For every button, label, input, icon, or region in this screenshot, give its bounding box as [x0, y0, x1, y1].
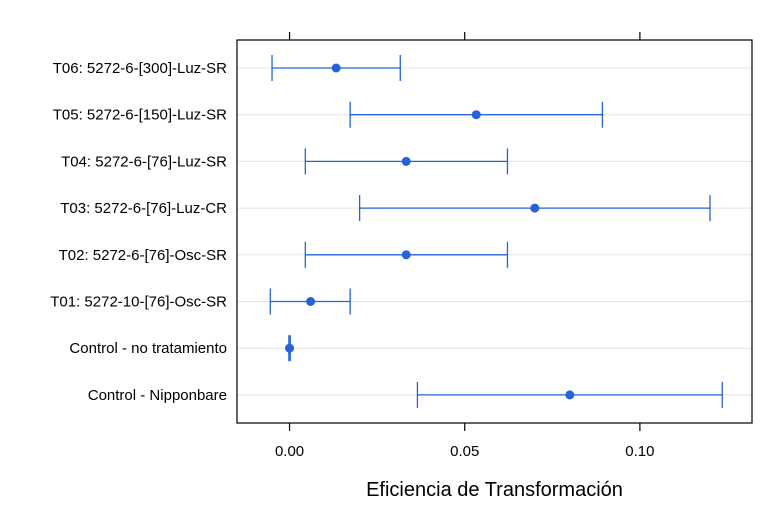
y-axis-label: T06: 5272-6-[300]-Luz-SR	[53, 60, 227, 77]
grid-lines	[237, 67, 752, 396]
data-point	[306, 297, 316, 306]
data-point	[285, 343, 295, 353]
x-tick-label: 0.00	[275, 443, 304, 460]
y-axis-label: Control - Nipponbare	[88, 387, 227, 404]
y-axis-labels: T06: 5272-6-[300]-Luz-SR T05: 5272-6-[150…	[50, 60, 227, 404]
plot-frame	[236, 39, 753, 424]
y-axis-label: T01: 5272-10-[76]-Osc-SR	[50, 294, 227, 311]
data-marks	[269, 55, 723, 408]
data-point	[401, 250, 411, 260]
x-tick-label: 0.10	[625, 443, 654, 460]
y-axis-label: T05: 5272-6-[150]-Luz-SR	[53, 107, 227, 124]
data-point	[471, 110, 481, 120]
y-axis-label: Control - no tratamiento	[69, 340, 227, 357]
x-axis-title: Eficiencia de Transformación	[366, 479, 623, 501]
data-point	[565, 390, 575, 400]
data-point	[530, 203, 540, 213]
y-axis-label: T02: 5272-6-[76]-Osc-SR	[59, 247, 228, 264]
x-axis-ticks: 0.00 0.05 0.10	[275, 32, 654, 460]
y-axis-label: T03: 5272-6-[76]-Luz-CR	[60, 200, 227, 217]
data-point	[401, 156, 411, 166]
x-tick-label: 0.05	[450, 443, 479, 460]
y-axis-label: T04: 5272-6-[76]-Luz-SR	[61, 153, 227, 170]
data-point	[331, 63, 341, 73]
